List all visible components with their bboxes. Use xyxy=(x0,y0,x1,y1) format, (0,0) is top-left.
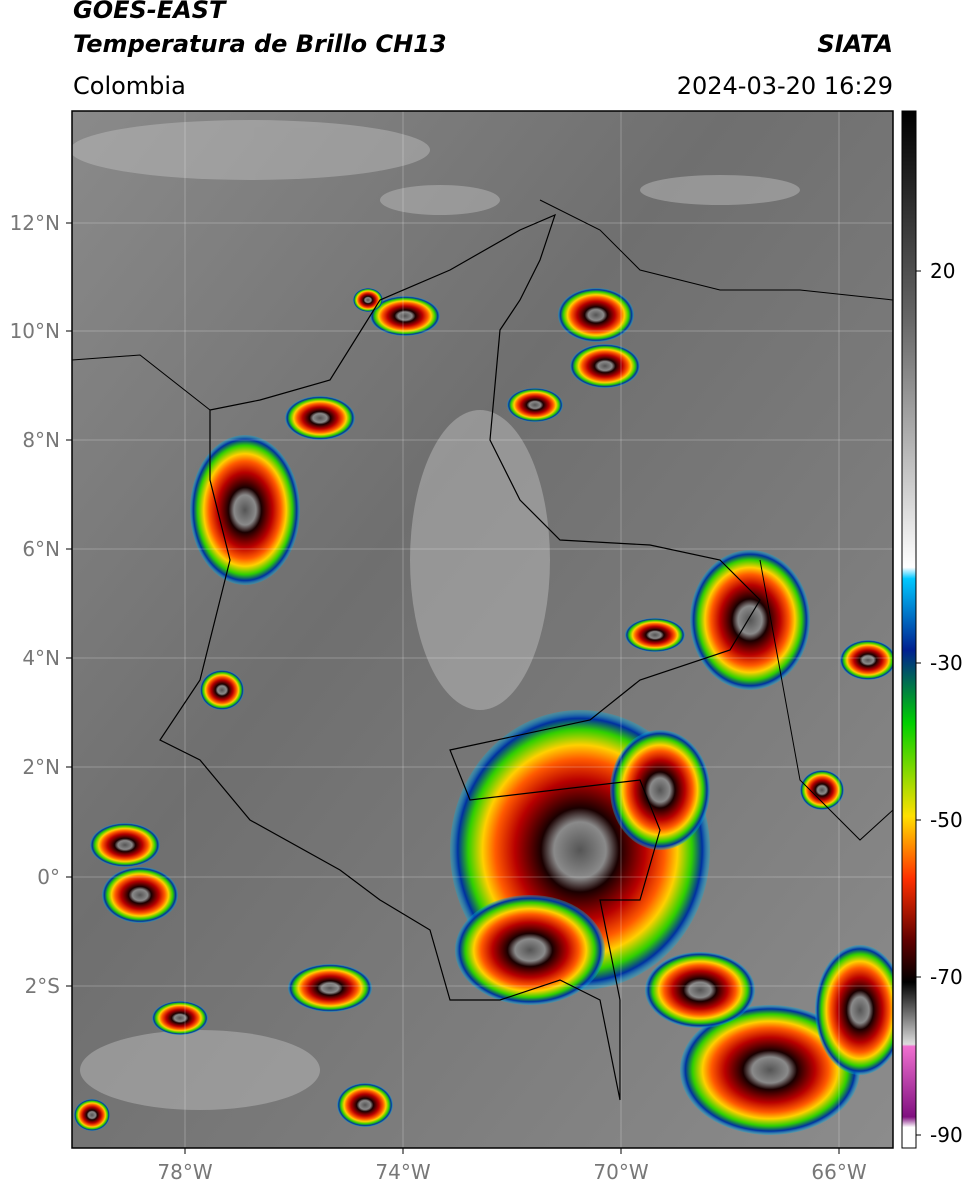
lat-label: 6°N xyxy=(22,537,60,561)
colorbar-label: 20 xyxy=(930,259,956,283)
region: Colombia xyxy=(73,72,186,100)
lat-label: 8°N xyxy=(22,428,60,452)
lon-label: 66°W xyxy=(811,1160,867,1184)
lon-label: 78°W xyxy=(157,1160,213,1184)
satellite-title: GOES-EAST xyxy=(73,0,226,24)
colorbar-label: -30 xyxy=(930,651,963,675)
lon-label: 70°W xyxy=(593,1160,649,1184)
product-title: Temperatura de Brillo CH13 xyxy=(73,30,447,58)
colorbar-label: -90 xyxy=(930,1123,963,1147)
colorbar-label: -70 xyxy=(930,965,963,989)
lat-label: 12°N xyxy=(9,211,60,235)
timestamp: 2024-03-20 16:29 xyxy=(676,72,893,100)
lat-label: 0° xyxy=(37,865,60,889)
lat-label: 2°S xyxy=(24,974,60,998)
lat-label: 10°N xyxy=(9,319,60,343)
lon-label: 74°W xyxy=(375,1160,431,1184)
lat-label: 4°N xyxy=(22,646,60,670)
source: SIATA xyxy=(817,30,893,58)
lat-label: 2°N xyxy=(22,755,60,779)
colorbar-label: -50 xyxy=(930,808,963,832)
